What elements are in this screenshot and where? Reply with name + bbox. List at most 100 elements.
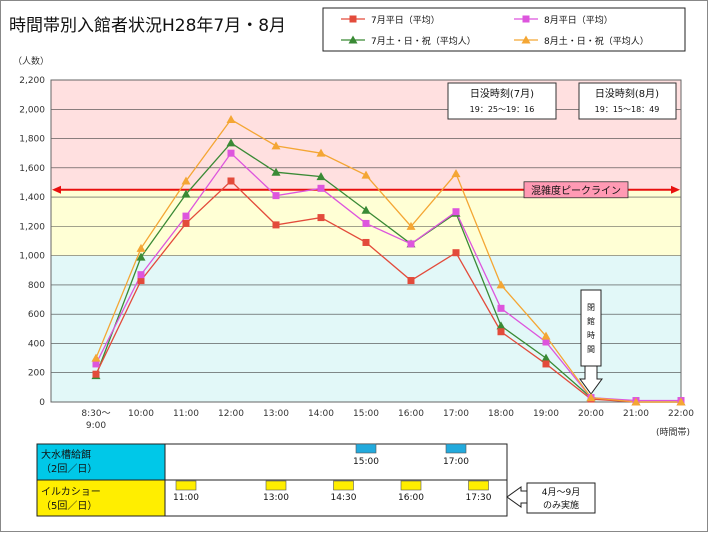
- sunset-july-box: 日没時刻(7月) 19：25〜19：16: [447, 82, 557, 120]
- legend-marker: [522, 15, 530, 23]
- feeding-time-mark: [355, 443, 377, 454]
- x-tick-label: 11:00: [173, 409, 199, 419]
- data-point: [362, 238, 370, 246]
- data-point: [631, 397, 641, 406]
- feeding-label-line1: 大水槽給餌: [41, 448, 91, 461]
- data-point: [271, 141, 281, 150]
- schedule-table: 大水槽給餌 （2回／日） イルカショー （5回／日） 15:00 17:00 11:…: [36, 443, 596, 517]
- sunset-august-range: 19：15〜18：49: [595, 105, 660, 114]
- x-tick-label: 22:00: [668, 409, 694, 419]
- y-tick-label: 1,800: [19, 135, 45, 145]
- x-tick-label: 14:00: [308, 409, 334, 419]
- data-point: [406, 221, 416, 230]
- data-point: [227, 177, 235, 185]
- legend-marker: [348, 35, 358, 44]
- series-line: [95, 118, 681, 403]
- peak-line-label-box: [523, 181, 629, 199]
- legend-marker: [349, 15, 357, 23]
- dolphin-time-mark: [175, 480, 197, 491]
- y-tick-label: 1,400: [19, 193, 45, 203]
- feeding-time-mark: [445, 443, 467, 454]
- data-point: [182, 219, 190, 227]
- data-point: [226, 138, 236, 147]
- closing-time-char: 閉: [587, 303, 595, 312]
- series-group: [91, 115, 686, 406]
- data-point: [361, 205, 371, 214]
- plot-area-border: [50, 79, 682, 403]
- feeding-label-cell: [36, 443, 166, 481]
- data-point: [497, 328, 505, 336]
- data-point: [181, 176, 191, 185]
- data-point: [92, 360, 100, 368]
- x-tick-label: 21:00: [623, 409, 649, 419]
- data-point: [407, 240, 415, 248]
- y-tick-label: 400: [28, 339, 45, 349]
- data-point: [181, 189, 191, 198]
- x-tick-label: 8:30〜: [81, 409, 110, 419]
- note-line1: 4月〜9月: [542, 487, 580, 498]
- y-tick-label: 1,200: [19, 222, 45, 232]
- note-line2: のみ実施: [543, 499, 579, 511]
- dolphin-time-label: 17:30: [466, 493, 492, 503]
- legend-label: 7月土・日・祝（平均人）: [371, 35, 476, 47]
- y-tick-label: 0: [39, 398, 45, 408]
- data-point: [407, 277, 415, 285]
- sunset-july-range: 19：25〜19：16: [470, 105, 535, 114]
- data-point: [272, 221, 280, 229]
- data-point: [542, 360, 550, 368]
- peak-line-label: 混雑度ピークライン: [531, 184, 621, 197]
- chart-title: 時間帯別入館者状況H28年7月・8月: [9, 16, 287, 36]
- y-tick-label: 1,600: [19, 164, 45, 174]
- data-point: [541, 353, 551, 362]
- data-point: [316, 172, 326, 181]
- y-tick-label: 800: [28, 281, 45, 291]
- dolphin-time-mark: [265, 480, 287, 491]
- x-axis-ticks: 8:30〜 9:00 10:00 11:00 12:00 13:00 14:00 15:00 1…: [81, 409, 694, 431]
- peak-line-group: 混雑度ピークライン: [52, 181, 680, 199]
- dolphin-time-mark: [333, 480, 354, 491]
- y-tick-label: 1,000: [19, 252, 45, 262]
- x-tick-label: 12:00: [218, 409, 244, 419]
- data-point: [227, 149, 235, 157]
- x-tick-label: 18:00: [488, 409, 514, 419]
- legend: 7月平日（平均） 8月平日（平均） 7月土・日・祝（平均人） 8月土・日・祝（平均人）: [322, 7, 686, 52]
- data-point: [226, 115, 236, 124]
- data-point: [541, 331, 551, 340]
- x-tick-label: 9:00: [86, 421, 106, 431]
- y-tick-label: 200: [28, 369, 45, 379]
- dolphin-time-mark: [468, 480, 489, 491]
- feeding-label-line2: （2回／日）: [41, 463, 97, 475]
- data-point: [497, 304, 505, 312]
- x-tick-label: 20:00: [578, 409, 604, 419]
- data-point: [137, 277, 145, 285]
- data-point: [361, 170, 371, 179]
- x-axis-label: (時間帯): [656, 426, 690, 438]
- y-tick-label: 2,200: [19, 76, 45, 86]
- note-box: [526, 482, 596, 514]
- feeding-time-label: 15:00: [353, 457, 379, 467]
- data-point: [452, 249, 460, 257]
- data-point: [271, 167, 281, 176]
- x-tick-label: 15:00: [353, 409, 379, 419]
- data-point: [92, 370, 100, 378]
- y-tick-label: 2,000: [19, 105, 45, 115]
- feeding-time-label: 17:00: [443, 457, 469, 467]
- legend-marker: [521, 35, 531, 44]
- legend-label: 7月平日（平均）: [371, 14, 440, 26]
- data-point: [272, 192, 280, 200]
- y-tick-label: 600: [28, 310, 45, 320]
- dolphin-label-line1: イルカショー: [41, 486, 101, 498]
- note-arrow-icon: [506, 486, 528, 508]
- sunset-august-box: 日没時刻(8月) 19：15〜18：49: [578, 82, 677, 120]
- series-line: [95, 180, 681, 403]
- sunset-august-title: 日没時刻(8月): [595, 87, 659, 100]
- dolphin-label-line2: （5回／日）: [41, 500, 97, 512]
- x-tick-label: 19:00: [533, 409, 559, 419]
- peak-line-right-arrow-icon: [671, 185, 680, 194]
- closing-time-char: 時: [587, 331, 595, 340]
- data-point: [137, 271, 145, 279]
- data-point: [542, 338, 550, 346]
- data-point: [317, 184, 325, 192]
- series-line: [95, 142, 681, 403]
